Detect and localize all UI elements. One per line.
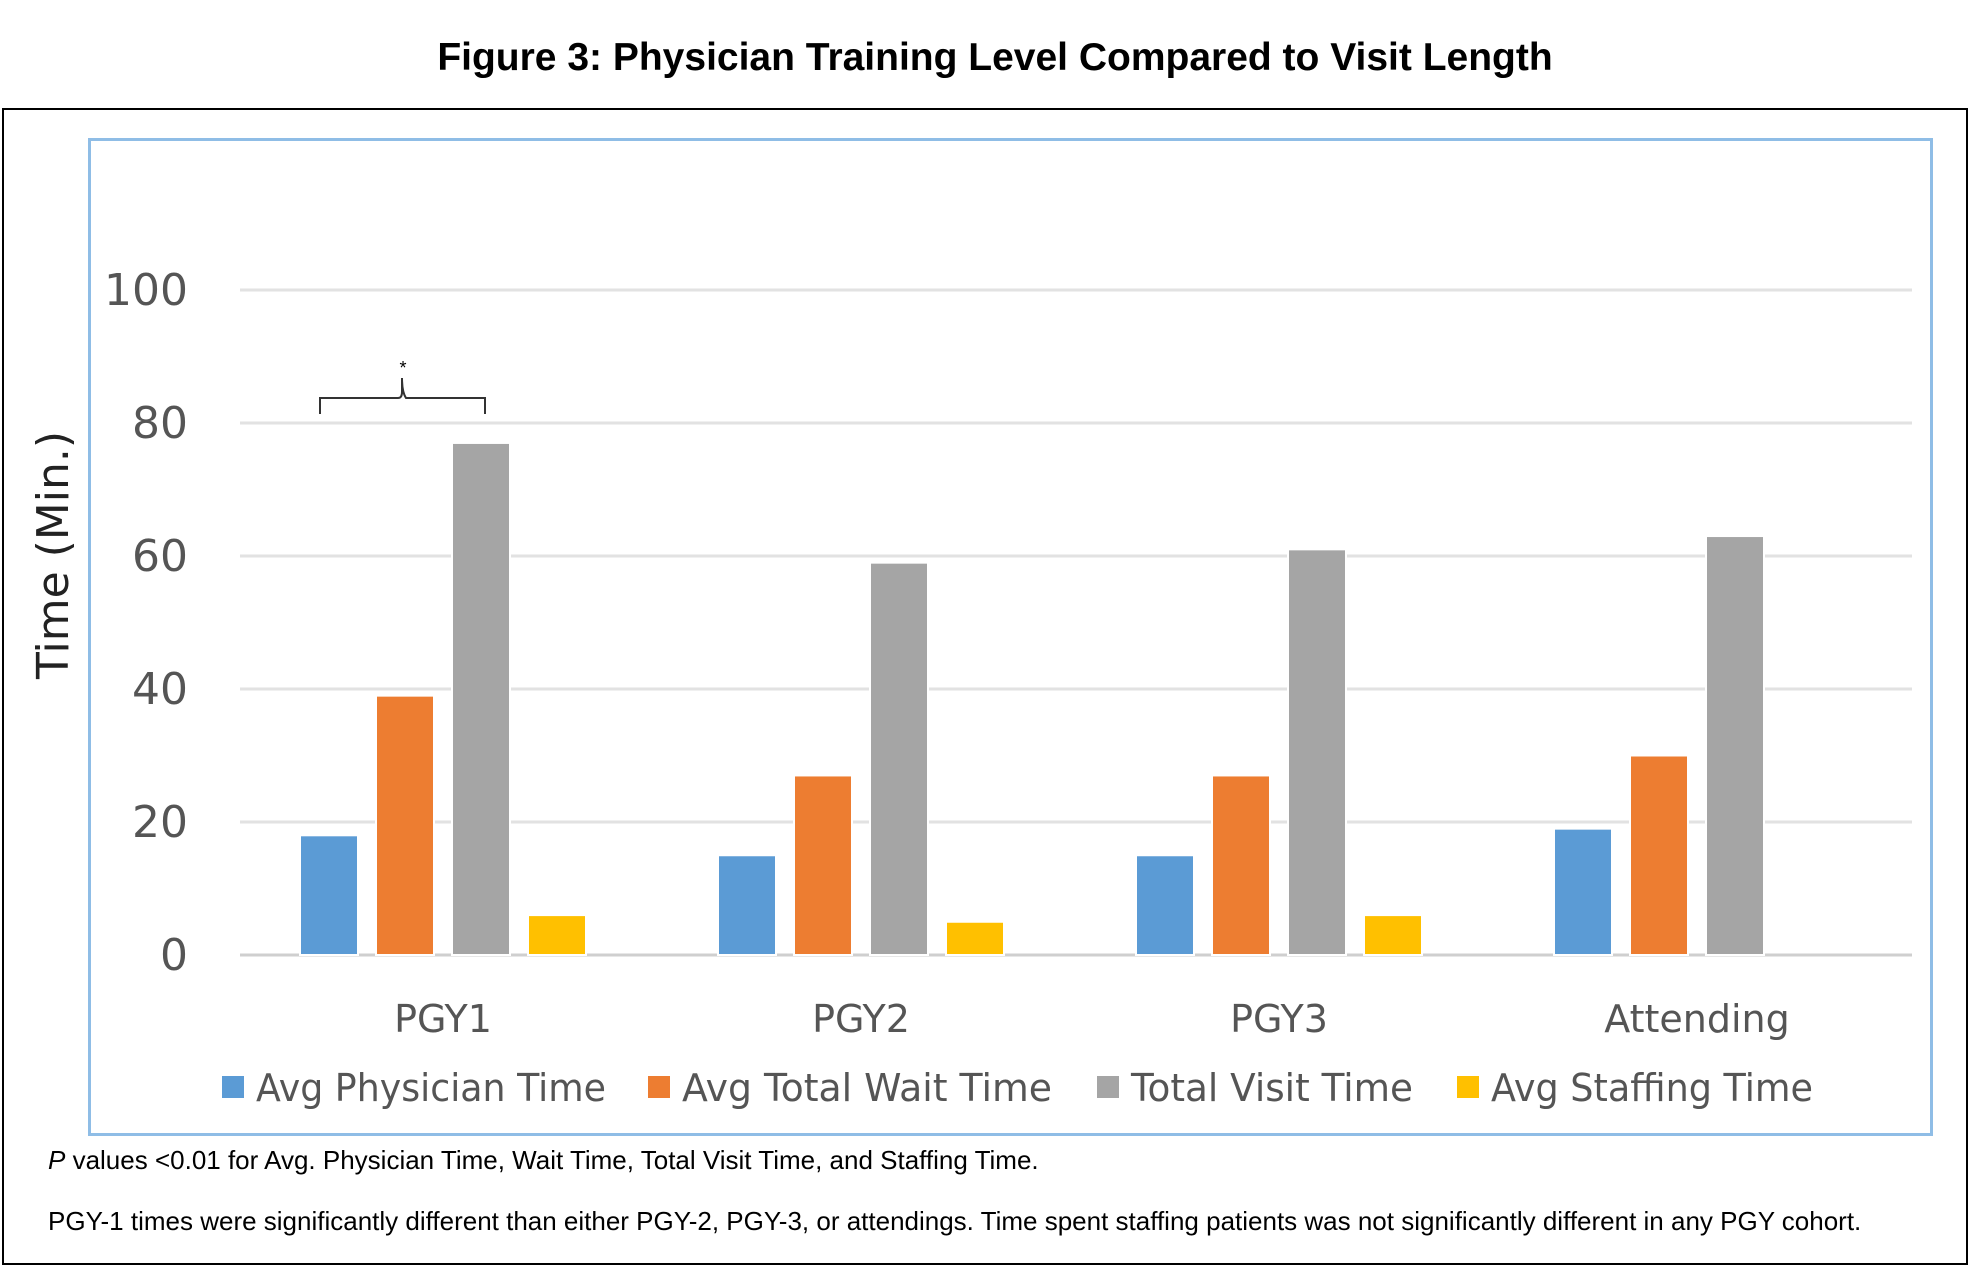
x-axis-ticks: PGY1 PGY2 PGY3 Attending: [394, 997, 1790, 1041]
bracket-path: [319, 377, 486, 414]
y-tick-label: 40: [132, 664, 188, 715]
bar: [1629, 754, 1689, 956]
bar: [945, 920, 1005, 956]
footnote-p-label: P: [48, 1145, 66, 1175]
legend-swatch: [648, 1076, 670, 1098]
significance-bracket: *: [319, 358, 486, 414]
y-axis-label: Time (Min.): [28, 431, 79, 680]
significance-asterisk: *: [399, 358, 406, 378]
bars: [299, 441, 1765, 957]
figure-title: Figure 3: Physician Training Level Compa…: [437, 36, 1553, 79]
footnote-p-text: values <0.01 for Avg. Physician Time, Wa…: [65, 1145, 1039, 1175]
y-tick-label: 80: [132, 398, 188, 449]
bar: [1135, 854, 1195, 956]
x-tick-label: PGY1: [394, 997, 492, 1041]
y-tick-label: 0: [160, 930, 188, 981]
bar: [527, 914, 587, 956]
bar: [1363, 914, 1423, 956]
legend-swatch: [222, 1076, 244, 1098]
footnote-significance: PGY-1 times were significantly different…: [48, 1206, 1862, 1236]
y-tick-label: 20: [132, 797, 188, 848]
bar: [1705, 535, 1765, 956]
legend-label: Avg Physician Time: [256, 1066, 606, 1110]
bar: [1211, 774, 1271, 957]
bar: [1287, 548, 1347, 956]
legend: Avg Physician Time Avg Total Wait Time Tot…: [222, 1066, 1813, 1110]
bar: [375, 694, 435, 957]
legend-swatch: [1097, 1076, 1119, 1098]
bar: [717, 854, 777, 956]
legend-label: Avg Total Wait Time: [682, 1066, 1052, 1110]
bar: [1553, 827, 1613, 957]
figure-frame: [2, 108, 1968, 1265]
y-axis-ticks: 0 20 40 60 80 100: [104, 265, 188, 981]
x-tick-label: PGY3: [1230, 997, 1328, 1041]
legend-label: Avg Staffing Time: [1491, 1066, 1813, 1110]
bar: [451, 441, 511, 956]
y-tick-label: 60: [132, 531, 188, 582]
x-tick-label: PGY2: [812, 997, 910, 1041]
y-tick-label: 100: [104, 265, 188, 316]
footnote-p-values: P values <0.01 for Avg. Physician Time, …: [48, 1145, 1039, 1176]
bar: [793, 774, 853, 957]
bar: [869, 561, 929, 957]
legend-label: Total Visit Time: [1130, 1066, 1413, 1110]
legend-swatch: [1457, 1076, 1479, 1098]
bar-chart: 0 20 40 60 80 100 Time (Min.) PGY1 PGY2 PGY3 Att…: [28, 265, 1912, 1110]
bar: [299, 834, 359, 956]
x-tick-label: Attending: [1604, 997, 1789, 1041]
chart-area-frame: [88, 138, 1933, 1136]
